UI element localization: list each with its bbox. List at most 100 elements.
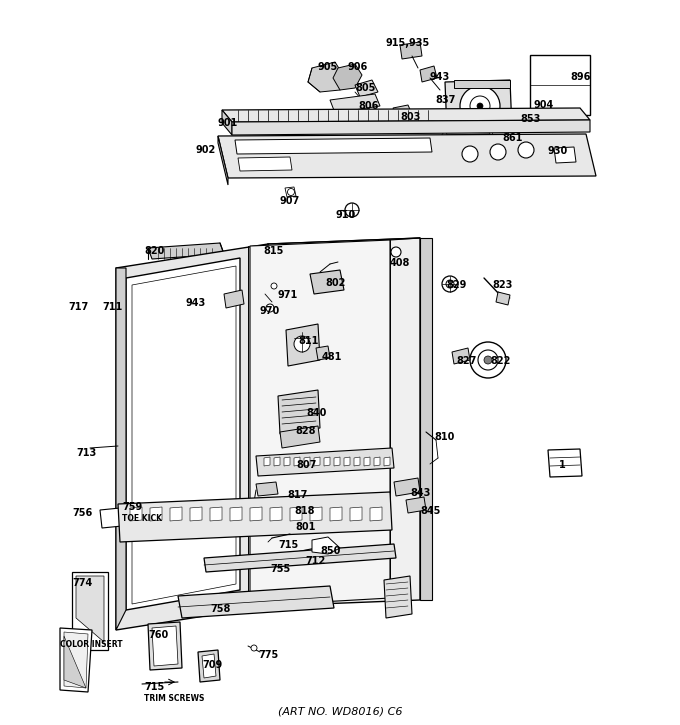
Text: TOE KICK: TOE KICK <box>122 514 162 523</box>
Circle shape <box>446 280 454 288</box>
Text: 756: 756 <box>72 508 92 518</box>
Polygon shape <box>364 457 370 466</box>
Polygon shape <box>274 457 280 466</box>
Circle shape <box>345 203 359 217</box>
Circle shape <box>518 142 534 158</box>
Text: 915,935: 915,935 <box>385 38 429 48</box>
Text: 901: 901 <box>218 118 238 128</box>
Polygon shape <box>420 66 437 82</box>
Polygon shape <box>256 448 394 476</box>
Circle shape <box>391 247 401 257</box>
Polygon shape <box>400 42 422 59</box>
Polygon shape <box>178 586 334 618</box>
Polygon shape <box>64 632 88 688</box>
Text: 971: 971 <box>278 290 299 300</box>
Polygon shape <box>230 507 242 521</box>
Polygon shape <box>116 244 268 630</box>
Polygon shape <box>264 514 290 528</box>
Polygon shape <box>314 457 320 466</box>
Text: 715: 715 <box>278 540 299 550</box>
Polygon shape <box>330 507 342 521</box>
Text: 481: 481 <box>322 352 342 362</box>
Text: 759: 759 <box>122 502 142 512</box>
Circle shape <box>478 350 498 370</box>
Polygon shape <box>344 457 350 466</box>
Text: 717: 717 <box>68 302 88 312</box>
Polygon shape <box>148 622 182 670</box>
Polygon shape <box>393 105 412 117</box>
Text: 853: 853 <box>520 114 541 124</box>
Polygon shape <box>280 426 320 448</box>
Circle shape <box>470 96 490 116</box>
Text: 943: 943 <box>430 72 450 82</box>
Polygon shape <box>222 110 232 135</box>
Polygon shape <box>452 348 470 364</box>
Circle shape <box>484 356 492 364</box>
Polygon shape <box>445 80 512 132</box>
Polygon shape <box>406 497 426 513</box>
Polygon shape <box>333 64 362 90</box>
Polygon shape <box>355 80 378 97</box>
Circle shape <box>442 276 458 292</box>
Polygon shape <box>454 80 510 88</box>
Text: 827: 827 <box>456 356 477 366</box>
Text: 755: 755 <box>270 564 290 574</box>
Polygon shape <box>232 120 590 135</box>
Text: 840: 840 <box>306 408 326 418</box>
Circle shape <box>490 144 506 160</box>
Polygon shape <box>250 240 390 606</box>
Circle shape <box>294 336 310 352</box>
Text: 408: 408 <box>390 258 410 268</box>
Text: 805: 805 <box>355 83 375 93</box>
Circle shape <box>470 342 506 378</box>
Polygon shape <box>250 507 262 521</box>
Text: 906: 906 <box>348 62 369 72</box>
Text: 837: 837 <box>435 95 456 105</box>
Polygon shape <box>492 130 510 142</box>
Polygon shape <box>224 290 244 308</box>
Text: 715: 715 <box>144 682 165 692</box>
Text: 709: 709 <box>202 660 222 670</box>
Text: 811: 811 <box>298 336 318 346</box>
Circle shape <box>462 146 478 162</box>
Text: 910: 910 <box>335 210 355 220</box>
Polygon shape <box>445 125 490 135</box>
Polygon shape <box>324 457 330 466</box>
Polygon shape <box>152 626 178 666</box>
Text: 820: 820 <box>144 246 165 256</box>
Text: 943: 943 <box>185 298 205 308</box>
Text: 823: 823 <box>492 280 512 290</box>
Text: 802: 802 <box>325 278 345 288</box>
Polygon shape <box>126 258 240 610</box>
Circle shape <box>460 86 500 126</box>
Text: 829: 829 <box>446 280 466 290</box>
Polygon shape <box>118 492 392 542</box>
Polygon shape <box>60 628 92 692</box>
Text: 711: 711 <box>102 302 122 312</box>
Text: 712: 712 <box>305 556 325 566</box>
Polygon shape <box>354 457 360 466</box>
Polygon shape <box>278 390 320 434</box>
Polygon shape <box>170 507 182 521</box>
Circle shape <box>251 645 257 651</box>
Polygon shape <box>334 457 340 466</box>
Polygon shape <box>218 134 596 178</box>
Text: 803: 803 <box>400 112 420 122</box>
Text: 970: 970 <box>260 306 280 316</box>
Polygon shape <box>148 243 224 259</box>
Polygon shape <box>130 507 142 521</box>
Polygon shape <box>222 108 590 122</box>
Text: 904: 904 <box>533 100 554 110</box>
Text: 822: 822 <box>490 356 511 366</box>
Text: 850: 850 <box>320 546 341 556</box>
Text: 828: 828 <box>295 426 316 436</box>
Text: TRIM SCREWS: TRIM SCREWS <box>144 694 205 703</box>
Text: 806: 806 <box>358 101 378 111</box>
Polygon shape <box>316 346 330 360</box>
Circle shape <box>545 140 553 148</box>
Polygon shape <box>204 544 396 572</box>
Polygon shape <box>270 507 282 521</box>
Polygon shape <box>294 457 300 466</box>
Text: 807: 807 <box>296 460 316 470</box>
Text: 930: 930 <box>548 146 568 156</box>
